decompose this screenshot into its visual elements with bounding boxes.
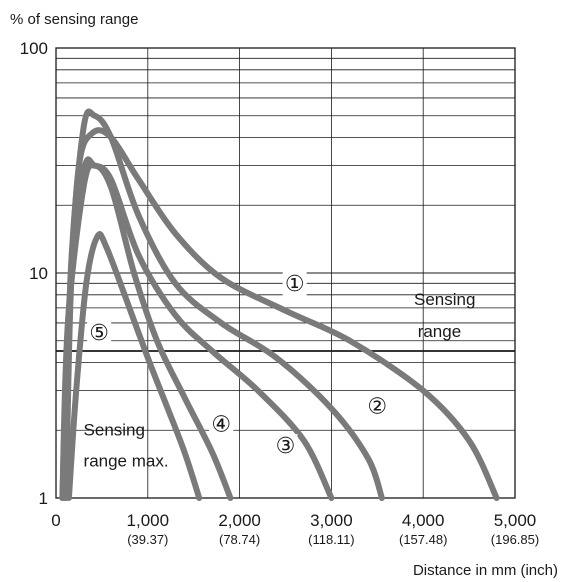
annotation-text: Sensing [414,290,475,309]
series-marker-bg [282,272,307,297]
series-marker-bg [365,394,390,419]
x-tick-label: 1,000 [127,511,170,530]
series-2-line [62,108,385,501]
x-tick-sublabel: (196.85) [491,532,539,547]
y-tick-label: 10 [29,264,48,283]
x-tick-sublabel: (78.74) [219,532,260,547]
annotation-text: range max. [84,452,169,471]
series-4-marker: ④ [211,411,231,436]
series-marker-bg [87,320,112,345]
x-tick-sublabel: (118.11) [308,532,355,547]
x-tick-sublabel: (157.48) [399,532,447,547]
x-tick-label: 5,000 [494,511,537,530]
x-tick-label: 0 [51,511,60,530]
x-tick-label: 4,000 [402,511,445,530]
series-1-marker: ① [285,271,305,296]
x-tick-label: 3,000 [310,511,353,530]
series-group [59,108,500,501]
series-4-line [59,162,234,501]
y-tick-label: 100 [20,39,48,58]
series-marker-bg [209,412,234,437]
x-tick-label: 2,000 [218,511,261,530]
series-3-marker: ③ [276,433,296,458]
labels-group: % of sensing range Distance in mm (inch) 1… [10,11,558,579]
series-5-line [65,231,203,501]
series-2-marker: ② [367,393,387,418]
series-marker-bg [273,434,298,459]
x-axis-label: Distance in mm (inch) [413,562,558,579]
y-axis-label: % of sensing range [10,11,138,28]
series-5-marker: ⑤ [89,320,109,345]
annotation-text: range [418,322,461,341]
annotation-text: Sensing [84,420,145,439]
x-tick-sublabel: (39.37) [127,532,168,547]
y-tick-label: 1 [39,489,48,508]
